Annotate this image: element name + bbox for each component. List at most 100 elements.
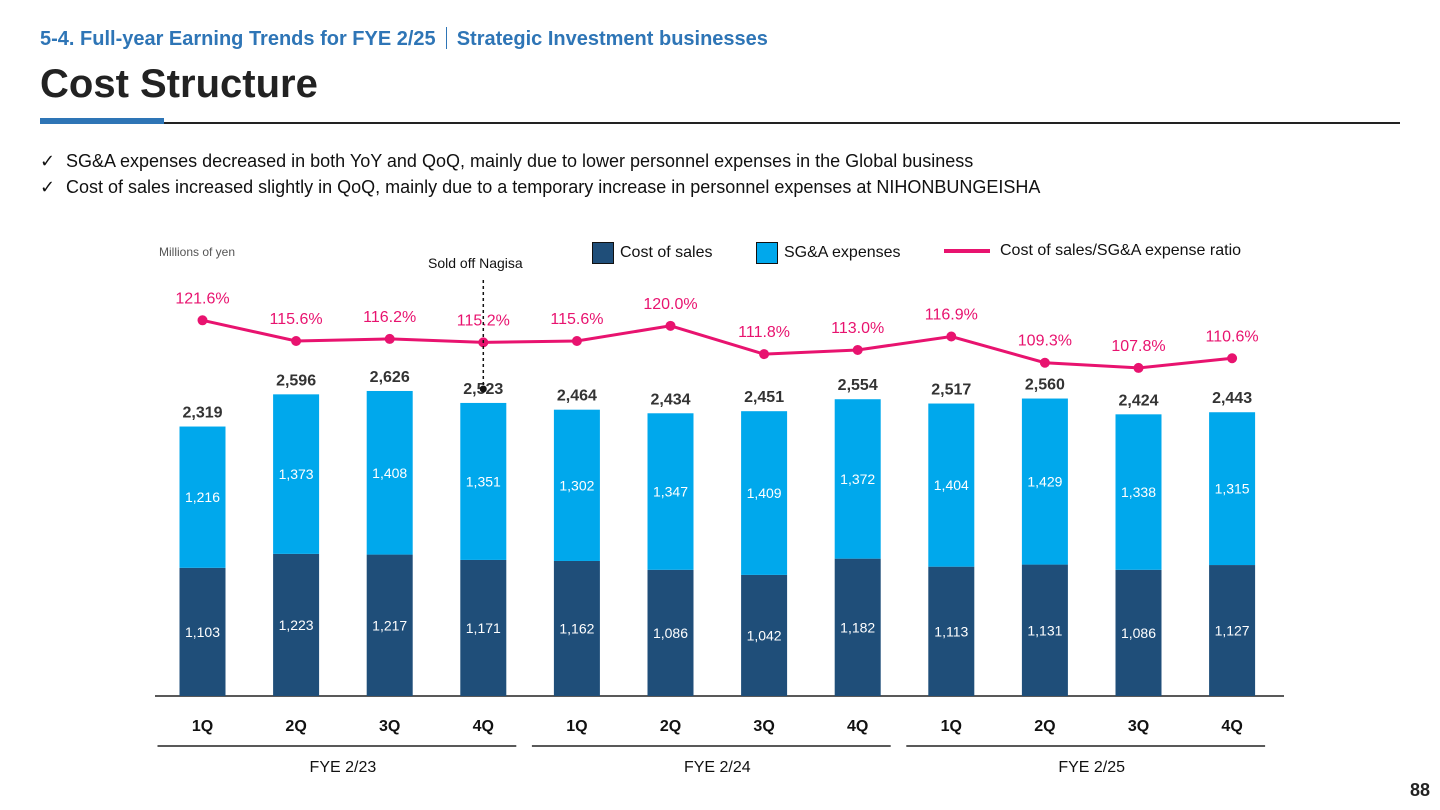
page-number: 88 [1409,780,1430,800]
bar-sga-expenses [553,409,600,561]
data-label-cost-of-sales: 1,131 [1027,622,1062,638]
group-label: FYE 2/23 [310,759,377,776]
x-tick-label: 1Q [192,718,213,735]
ratio-data-label: 115.6% [270,311,323,328]
data-label-sga-expenses: 1,373 [279,466,314,482]
ratio-point [291,336,302,346]
data-label-cost-of-sales: 1,042 [747,627,782,643]
title-rule-accent [40,118,164,124]
check-icon: ✓ [40,151,56,171]
ratio-point [759,349,770,360]
data-label-total: 2,443 [1212,390,1252,407]
bar-sga-expenses [273,394,320,554]
data-label-sga-expenses: 1,429 [1027,474,1062,490]
data-label-total: 2,424 [1118,392,1158,409]
bar-sga-expenses [1209,412,1256,566]
bar-cost-of-sales [1021,564,1068,696]
bar-sga-expenses [928,403,975,567]
data-label-cost-of-sales: 1,223 [279,617,314,633]
ratio-line [202,318,1233,370]
ratio-point [852,344,863,355]
bullet-text: SG&A expenses decreased in both YoY and … [66,151,974,171]
data-label-sga-expenses: 1,315 [1215,481,1250,497]
bar-sga-expenses [179,426,226,568]
bar-sga-expenses [1115,414,1162,570]
bar-cost-of-sales [928,566,975,696]
ratio-point [384,333,395,344]
data-label-cost-of-sales: 1,171 [466,620,501,636]
legend-label: SG&A expenses [784,244,901,261]
legend-swatch-sga [756,242,778,264]
data-label-total: 2,464 [557,388,597,405]
chart-units-label: Millions of yen [159,245,236,259]
x-tick-label: 3Q [753,718,774,735]
data-label-sga-expenses: 1,216 [185,489,220,505]
bar-sga-expenses [460,402,507,560]
data-label-sga-expenses: 1,372 [840,471,875,487]
section-header: 5-4. Full-year Earning Trends for FYE 2/… [40,27,768,51]
data-label-sga-expenses: 1,347 [653,484,688,500]
bar-cost-of-sales [553,560,600,696]
data-label-total: 2,451 [744,389,784,406]
data-label-sga-expenses: 1,409 [747,485,782,501]
data-label-sga-expenses: 1,351 [466,473,501,489]
bullet-item: ✓ SG&A expenses decreased in both YoY and… [40,148,1040,174]
x-tick-label: 3Q [1128,718,1149,735]
bar-cost-of-sales [366,554,413,696]
ratio-point [1039,357,1050,368]
bar-sga-expenses [741,411,788,575]
ratio-data-label: 115.2% [457,312,510,329]
bar-cost-of-sales [460,559,507,696]
x-tick-label: 2Q [1034,718,1055,735]
data-label-cost-of-sales: 1,103 [185,624,220,640]
data-label-total: 2,626 [370,369,410,386]
x-tick-label: 2Q [285,718,306,735]
ratio-point [1133,362,1144,373]
legend-line-ratio [944,249,990,253]
legend-label: Cost of sales/SG&A expense ratio [1000,242,1242,259]
ratio-data-label: 121.6% [175,290,229,307]
x-tick-label: 3Q [379,718,400,735]
data-label-total: 2,517 [931,382,971,399]
data-label-sga-expenses: 1,338 [1121,484,1156,500]
ratio-data-label: 109.3% [1018,333,1072,350]
bar-cost-of-sales [1209,565,1256,696]
ratio-point [1227,353,1238,364]
bullet-item: ✓ Cost of sales increased slightly in QoQ… [40,174,1040,200]
group-label: FYE 2/24 [684,759,751,776]
data-label-cost-of-sales: 1,182 [840,619,875,635]
x-tick-label: 1Q [941,718,962,735]
ratio-data-label: 111.8% [738,324,790,341]
data-label-cost-of-sales: 1,217 [372,617,407,633]
legend-item-sga: SG&A expenses [756,242,901,264]
ratio-point [665,320,676,331]
data-label-total: 2,554 [838,377,878,394]
legend-label: Cost of sales [620,244,713,261]
legend-item-cost-of-sales: Cost of sales [592,242,712,264]
title-rule [40,122,1400,124]
bar-cost-of-sales [647,569,694,696]
ratio-data-label: 116.2% [363,309,416,326]
section-separator [445,27,447,49]
bar-sga-expenses [834,399,881,559]
ratio-data-label: 110.6% [1206,328,1259,345]
data-label-total: 2,319 [182,405,222,422]
annotation-marker-dot [479,385,487,393]
bar-sga-expenses [1021,398,1068,565]
section-subtitle: Strategic Investment businesses [456,28,768,50]
data-label-sga-expenses: 1,404 [934,477,969,493]
legend-item-ratio: Cost of sales/SG&A expense ratio [944,242,1241,260]
data-label-cost-of-sales: 1,086 [653,625,688,641]
ratio-data-label: 116.9% [925,307,978,324]
data-label-total: 2,434 [650,391,690,408]
legend-swatch-cost-of-sales [592,242,614,264]
bar-cost-of-sales [834,558,881,696]
bullet-text: Cost of sales increased slightly in QoQ,… [66,177,1041,197]
bullet-list: ✓ SG&A expenses decreased in both YoY and… [40,148,1040,200]
group-label: FYE 2/25 [1058,759,1125,776]
data-label-sga-expenses: 1,408 [372,465,407,481]
x-tick-label: 2Q [660,718,681,735]
data-label-total: 2,560 [1025,377,1065,394]
x-tick-label: 1Q [566,718,587,735]
